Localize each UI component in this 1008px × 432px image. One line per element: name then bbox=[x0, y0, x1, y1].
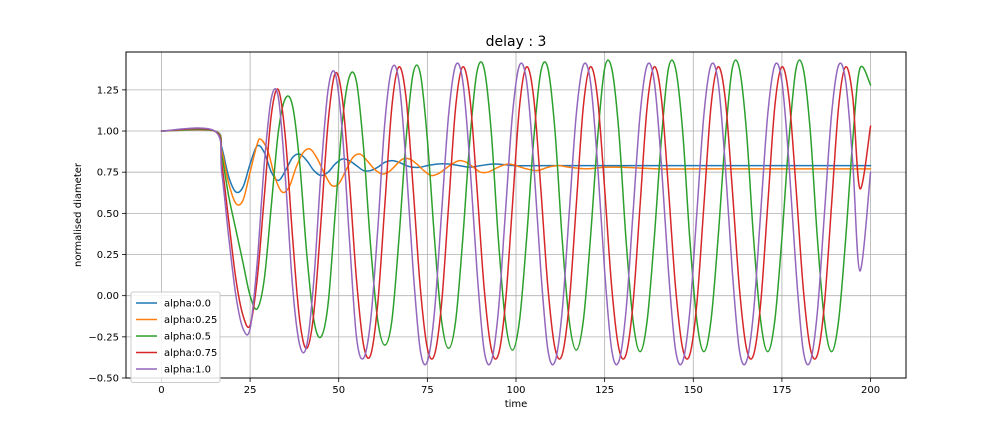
y-tick-label: −0.25 bbox=[88, 332, 119, 343]
chart-title: delay : 3 bbox=[486, 34, 547, 50]
x-tick-label: 25 bbox=[244, 385, 257, 396]
legend-label: alpha:1.0 bbox=[164, 365, 211, 376]
x-axis-ticks: 0 25 50 75 100 125 150 175 200 bbox=[158, 378, 880, 396]
legend-label: alpha:0.75 bbox=[164, 348, 217, 359]
x-tick-label: 0 bbox=[158, 385, 164, 396]
x-axis-label: time bbox=[505, 399, 528, 410]
x-tick-label: 150 bbox=[684, 385, 703, 396]
series-line-4 bbox=[160, 62, 872, 366]
x-tick-label: 125 bbox=[595, 385, 614, 396]
series-lines bbox=[160, 59, 872, 366]
series-line-3 bbox=[160, 66, 872, 360]
legend-label: alpha:0.25 bbox=[164, 315, 217, 326]
legend-label: alpha:0.5 bbox=[164, 332, 211, 343]
y-tick-label: 0.00 bbox=[97, 291, 119, 302]
x-tick-label: 175 bbox=[772, 385, 791, 396]
y-tick-label: 0.75 bbox=[97, 168, 119, 179]
x-tick-label: 100 bbox=[506, 385, 525, 396]
y-tick-label: 1.00 bbox=[97, 127, 119, 138]
x-tick-label: 75 bbox=[421, 385, 434, 396]
y-tick-label: −0.50 bbox=[88, 374, 119, 385]
legend-box bbox=[130, 291, 221, 383]
y-tick-label: 0.50 bbox=[97, 209, 119, 220]
y-axis-ticks: −0.50 −0.25 0.00 0.25 0.50 0.75 1.00 1.25 bbox=[88, 85, 126, 385]
x-tick-label: 200 bbox=[861, 385, 880, 396]
series-line-1 bbox=[160, 128, 872, 206]
y-tick-label: 1.25 bbox=[97, 85, 119, 96]
y-axis-label: normalised diameter bbox=[73, 162, 84, 267]
series-line-2 bbox=[160, 59, 872, 353]
y-tick-label: 0.25 bbox=[97, 250, 119, 261]
x-tick-label: 50 bbox=[332, 385, 345, 396]
legend-label: alpha:0.0 bbox=[164, 299, 211, 310]
legend: alpha:0.0 alpha:0.25 alpha:0.5 alpha:0.75 al… bbox=[130, 291, 221, 383]
